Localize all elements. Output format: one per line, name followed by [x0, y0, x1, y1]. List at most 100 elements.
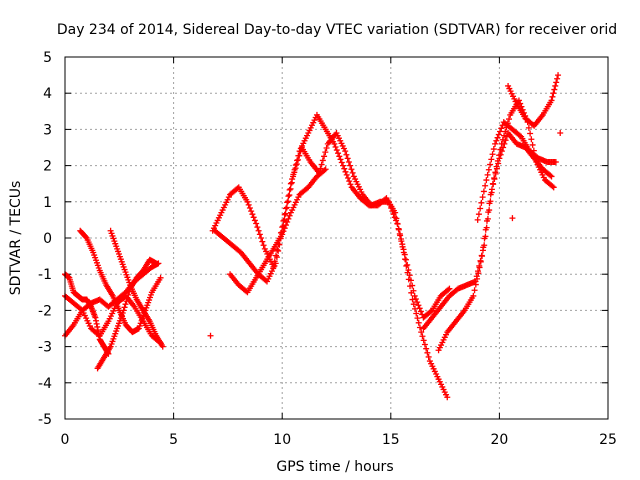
- data-point: [554, 75, 561, 82]
- y-tick-label: -5: [38, 412, 52, 428]
- data-point: [288, 179, 295, 186]
- data-point: [506, 116, 513, 123]
- data-point: [475, 211, 482, 218]
- data-point: [283, 204, 290, 211]
- data-point: [528, 136, 535, 143]
- data-point: [275, 247, 282, 254]
- data-point: [483, 217, 490, 224]
- data-point: [474, 275, 481, 282]
- data-point: [322, 166, 329, 173]
- data-point: [260, 242, 267, 249]
- data-point: [341, 165, 348, 172]
- y-tick-label: -4: [38, 376, 52, 392]
- data-point: [388, 205, 395, 212]
- data-point: [492, 140, 499, 147]
- data-point: [493, 137, 500, 144]
- data-point: [497, 151, 504, 158]
- data-point: [478, 199, 485, 206]
- data-point: [480, 188, 487, 195]
- x-tick-label: 10: [273, 432, 291, 448]
- data-point: [340, 162, 347, 169]
- data-point: [475, 270, 482, 277]
- data-point: [414, 299, 421, 306]
- data-point: [290, 173, 297, 180]
- data-point: [483, 177, 490, 184]
- data-point: [318, 161, 325, 168]
- data-point: [400, 246, 407, 253]
- data-point: [549, 93, 556, 100]
- data-point: [476, 264, 483, 271]
- y-tick-label: 0: [43, 231, 52, 247]
- data-point: [348, 166, 355, 173]
- data-point: [291, 169, 298, 176]
- x-tick-label: 20: [490, 432, 508, 448]
- data-point: [415, 302, 422, 309]
- data-point: [509, 215, 516, 222]
- data-point: [333, 147, 340, 154]
- data-point: [321, 153, 328, 160]
- grid: [65, 57, 608, 419]
- data-point: [444, 394, 451, 401]
- data-point: [343, 151, 350, 158]
- data-point: [296, 152, 303, 159]
- data-point: [342, 168, 349, 175]
- data-point: [157, 274, 164, 281]
- data-point: [485, 209, 492, 216]
- data-point: [347, 181, 354, 188]
- y-tick-label: 5: [43, 50, 52, 66]
- data-point: [347, 162, 354, 169]
- data-point: [410, 287, 417, 294]
- data-point: [404, 261, 411, 268]
- data-point: [495, 160, 502, 167]
- data-point: [480, 244, 487, 251]
- data-point: [484, 171, 491, 178]
- data-point: [424, 349, 431, 356]
- data-point: [125, 291, 132, 298]
- data-point: [516, 132, 523, 139]
- y-tick-label: -3: [38, 340, 52, 356]
- data-point: [403, 256, 410, 263]
- data-point: [251, 217, 258, 224]
- data-point: [124, 294, 131, 301]
- data-point: [280, 228, 287, 235]
- data-point: [557, 130, 564, 137]
- data-point: [401, 251, 408, 258]
- data-point: [286, 192, 293, 199]
- data-point: [406, 272, 413, 279]
- data-point: [529, 141, 536, 148]
- data-point: [502, 137, 509, 144]
- data-point: [246, 205, 253, 212]
- data-point: [527, 130, 534, 137]
- data-point: [403, 262, 410, 269]
- data-point: [343, 171, 350, 178]
- data-point: [555, 72, 562, 79]
- data-point: [411, 292, 418, 299]
- y-tick-label: 3: [43, 122, 52, 138]
- x-tick-label: 5: [169, 432, 178, 448]
- data-point: [494, 134, 501, 141]
- data-point: [421, 341, 428, 348]
- data-point: [344, 175, 351, 182]
- data-point: [319, 157, 326, 164]
- data-point: [493, 165, 500, 172]
- data-point: [282, 205, 289, 212]
- data-point: [491, 176, 498, 183]
- data-point: [550, 90, 557, 97]
- y-tick-label: 1: [43, 195, 52, 211]
- data-point: [244, 198, 251, 205]
- data-point: [474, 216, 481, 223]
- data-point: [423, 345, 430, 352]
- data-point: [390, 211, 397, 218]
- data-point: [346, 178, 353, 185]
- y-tick-label: -2: [38, 303, 52, 319]
- data-point: [292, 165, 299, 172]
- data-point: [482, 182, 489, 189]
- data-point: [122, 301, 129, 308]
- data-point: [159, 343, 166, 350]
- x-tick-label: 15: [382, 432, 400, 448]
- data-point: [482, 226, 489, 233]
- data-point: [337, 156, 344, 163]
- data-point: [418, 329, 425, 336]
